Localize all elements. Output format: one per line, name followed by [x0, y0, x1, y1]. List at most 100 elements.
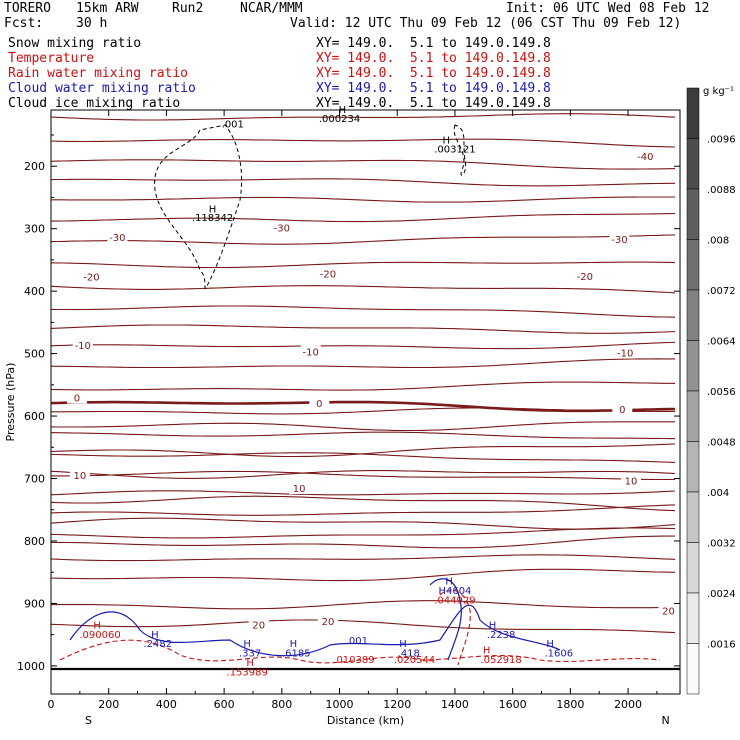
isotherm-label-bg: [635, 149, 656, 162]
colorbar-segment: [686, 441, 700, 493]
isotherm-label: 10: [625, 477, 638, 488]
legend-temperature-xy: XY= 149.0. 5.1 to 149.0.149.8: [316, 51, 551, 66]
isotherm-label: -30: [611, 235, 627, 246]
x-tick-label: 1800: [556, 698, 584, 711]
isotherm-label-bg: [300, 345, 321, 358]
isotherm-line: [51, 600, 675, 610]
x-tick-label: 600: [214, 698, 235, 711]
colorbar-tick-label: .0088: [707, 185, 736, 196]
y-tick-label: 200: [24, 160, 45, 173]
legend-rain-xy: XY= 149.0. 5.1 to 149.0.149.8: [316, 66, 551, 81]
isotherm-line: [50, 113, 676, 121]
x-tick-label: 800: [271, 698, 292, 711]
colorbar-tick-label: .0072: [707, 286, 736, 297]
extremum-label: .337: [239, 649, 261, 660]
isotherm-label: -20: [320, 269, 336, 280]
extremum-label: .2482: [143, 639, 172, 650]
colorbar-tick-label: .008: [707, 236, 729, 247]
isotherm-line: [50, 305, 676, 318]
isotherm-label-bg: [574, 269, 595, 282]
isotherm-line: [50, 517, 676, 530]
x-tick-label: 1000: [326, 698, 354, 711]
extremum-label: H: [489, 620, 497, 631]
colorbar-tick-label: .0096: [707, 135, 736, 146]
x-tick-label: 1400: [441, 698, 469, 711]
legend-rain-label: Rain water mixing ratio: [8, 66, 189, 81]
isotherm-line: [50, 495, 676, 512]
y-tick-label: 600: [24, 410, 45, 423]
extremum-label: .118342: [192, 213, 233, 224]
isotherm-label-bg: [609, 232, 630, 245]
org-label: NCAR/MMM: [240, 1, 303, 16]
isotherm-label: -20: [83, 272, 99, 283]
extremum-label: .001: [346, 636, 368, 647]
forecast-label: Fcst:: [4, 16, 44, 31]
isotherm-line: [50, 554, 676, 562]
extremum-label: H: [246, 658, 254, 669]
isotherm-label: -40: [637, 152, 653, 163]
isotherm-line: [50, 285, 676, 294]
resolution-label: 15km ARW: [76, 1, 139, 16]
y-tick-label: 800: [24, 535, 45, 548]
isotherm-line: [50, 234, 676, 245]
run-label: Run2: [172, 1, 204, 16]
colorbar-unit: g kg⁻¹: [703, 86, 734, 97]
x-tick-label: 200: [98, 698, 119, 711]
extremum-label: .1606: [544, 649, 573, 660]
isotherm-line: [51, 535, 675, 549]
isotherm-line-zero: [50, 400, 676, 413]
extremum-label: H: [399, 639, 407, 650]
y-tick-label: 1000: [17, 660, 45, 673]
isotherm-label-bg: [289, 482, 310, 495]
rain-water-contour: [439, 589, 471, 666]
x-tick-label: 2000: [614, 698, 642, 711]
extremum-label: H: [290, 639, 298, 650]
south-label: S: [85, 714, 92, 727]
isotherm-label-bg: [248, 618, 269, 631]
y-tick-label: 400: [24, 285, 45, 298]
cloud-water-contour: [69, 604, 561, 657]
isotherm-label: 0: [316, 399, 322, 410]
isotherm-label-bg: [309, 397, 330, 410]
isotherm-label-bg: [107, 231, 128, 244]
isotherm-label: 20: [252, 620, 265, 631]
isotherm-line: [51, 196, 675, 203]
isotherm-label-bg: [317, 615, 338, 628]
extremum-label: .2238: [487, 630, 516, 641]
isotherm-label: 10: [73, 471, 86, 482]
colorbar-tick-label: .0056: [707, 387, 736, 398]
extremum-label: .001: [222, 119, 244, 130]
extremum-label: .090060: [79, 630, 120, 641]
extremum-label: H4604: [438, 586, 471, 597]
forecast-value: 30 h: [76, 16, 108, 31]
legend-snow-label: Snow mixing ratio: [8, 36, 142, 51]
colorbar-segment: [686, 542, 700, 594]
isotherm-label-bg: [317, 267, 338, 280]
isotherm-line: [51, 212, 676, 223]
cloud-ice-contour: [453, 124, 467, 176]
isotherm-label: -10: [617, 349, 633, 360]
isotherm-label: -30: [274, 224, 290, 235]
isotherm-line: [50, 421, 675, 432]
isotherm-line: [50, 504, 676, 516]
extremum-label: .153989: [227, 667, 268, 678]
extremum-label: .010389: [333, 655, 374, 666]
isotherm-line: [50, 568, 676, 582]
colorbar-segment: [686, 643, 700, 695]
isotherm-line: [50, 470, 676, 479]
isotherm-line: [50, 358, 675, 369]
colorbar-tick-label: .0024: [707, 589, 736, 600]
y-tick-label: 300: [24, 223, 45, 236]
x-axis-title: Distance (km): [327, 714, 404, 727]
extremum-label: .418: [398, 649, 420, 660]
extremum-label: .000234: [319, 114, 360, 125]
colorbar-segment: [686, 340, 700, 392]
x-tick-label: 1200: [383, 698, 411, 711]
extremum-label: .052918: [480, 655, 521, 666]
extremum-label: .044929: [434, 595, 475, 606]
extremum-label: H: [243, 639, 251, 650]
extremum-label: H: [151, 630, 159, 641]
x-tick-label: 0: [48, 698, 55, 711]
y-tick-label: 900: [24, 597, 45, 610]
valid-time: Valid: 12 UTC Thu 09 Feb 12 (06 CST Thu …: [290, 16, 682, 31]
